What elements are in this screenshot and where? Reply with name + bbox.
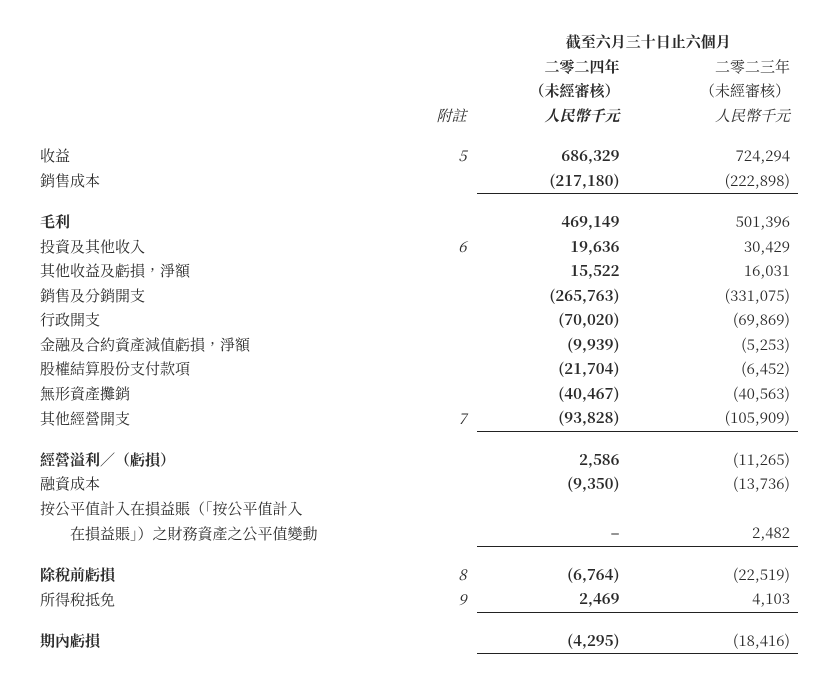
row-cur: (40,467) (477, 382, 628, 407)
row-label: 毛利 (40, 210, 411, 235)
header-row: （未經審核） （未經審核） (40, 79, 798, 104)
header-row: 附註 人民幣千元 人民幣千元 (40, 104, 798, 129)
row-prev: (6,452) (627, 357, 798, 382)
row-prev: (22,519) (627, 563, 798, 588)
row-cur: (6,764) (477, 563, 628, 588)
row-label: 經營溢利／（虧損） (40, 448, 411, 473)
table-row: 金融及合約資產減值虧損，淨額 (9,939) (5,253) (40, 333, 798, 358)
row-prev: 724,294 (627, 144, 798, 169)
table-row: 按公平值計入在損益賬（「按公平值計入 (40, 497, 798, 522)
table-row: 除稅前虧損 8 (6,764) (22,519) (40, 563, 798, 588)
row-prev: 2,482 (627, 521, 798, 546)
row-cur: – (477, 521, 628, 546)
row-cur: (93,828) (477, 406, 628, 431)
row-cur: (9,939) (477, 333, 628, 358)
row-label: 期內虧損 (40, 629, 411, 654)
hdr-year-2023: 二零二三年 (627, 55, 798, 80)
table-row: 在損益賬」）之財務資產之公平值變動 – 2,482 (40, 521, 798, 546)
row-label: 無形資產攤銷 (40, 382, 411, 407)
row-prev: (40,563) (627, 382, 798, 407)
row-label: 所得稅抵免 (40, 587, 411, 612)
row-prev: (331,075) (627, 284, 798, 309)
header-row: 二零二四年 二零二三年 (40, 55, 798, 80)
row-label: 行政開支 (40, 308, 411, 333)
table-row: 無形資產攤銷 (40,467) (40,563) (40, 382, 798, 407)
row-cur: 469,149 (477, 210, 628, 235)
row-note: 8 (411, 563, 477, 588)
row-label: 其他收益及虧損，淨額 (40, 259, 411, 284)
row-prev: (18,416) (627, 629, 798, 654)
row-cur: 15,522 (477, 259, 628, 284)
row-prev: (13,736) (627, 472, 798, 497)
header-row: 截至六月三十日止六個月 (40, 30, 798, 55)
hdr-rmb-2024: 人民幣千元 (477, 104, 628, 129)
table-row: 銷售成本 (217,180) (222,898) (40, 169, 798, 194)
table-row: 行政開支 (70,020) (69,869) (40, 308, 798, 333)
hdr-unaudited-2024: （未經審核） (477, 79, 628, 104)
row-prev: (5,253) (627, 333, 798, 358)
row-prev: 501,396 (627, 210, 798, 235)
row-prev: 4,103 (627, 587, 798, 612)
hdr-rmb-2023: 人民幣千元 (627, 104, 798, 129)
row-prev: 30,429 (627, 235, 798, 260)
row-note: 9 (411, 587, 477, 612)
period-title: 截至六月三十日止六個月 (477, 30, 798, 55)
table-row: 融資成本 (9,350) (13,736) (40, 472, 798, 497)
row-label: 按公平值計入在損益賬（「按公平值計入 (40, 497, 411, 522)
row-label: 銷售及分銷開支 (40, 284, 411, 309)
table-row: 收益 5 686,329 724,294 (40, 144, 798, 169)
table-row: 毛利 469,149 501,396 (40, 210, 798, 235)
row-cur: 2,586 (477, 448, 628, 473)
row-label: 投資及其他收入 (40, 235, 411, 260)
table-row: 投資及其他收入 6 19,636 30,429 (40, 235, 798, 260)
table-row: 銷售及分銷開支 (265,763) (331,075) (40, 284, 798, 309)
row-note (411, 169, 477, 194)
row-label: 收益 (40, 144, 411, 169)
hdr-notes: 附註 (411, 104, 477, 129)
row-label: 其他經營開支 (40, 406, 411, 431)
row-cur: (21,704) (477, 357, 628, 382)
table-row: 其他經營開支 7 (93,828) (105,909) (40, 406, 798, 431)
row-label: 在損益賬」）之財務資產之公平值變動 (40, 521, 411, 546)
row-prev: (222,898) (627, 169, 798, 194)
row-prev: (69,869) (627, 308, 798, 333)
table-row: 期內虧損 (4,295) (18,416) (40, 629, 798, 654)
row-cur: (217,180) (477, 169, 628, 194)
table-row: 其他收益及虧損，淨額 15,522 16,031 (40, 259, 798, 284)
row-label: 除稅前虧損 (40, 563, 411, 588)
row-prev: (105,909) (627, 406, 798, 431)
hdr-unaudited-2023: （未經審核） (627, 79, 798, 104)
row-cur: 686,329 (477, 144, 628, 169)
row-cur: (4,295) (477, 629, 628, 654)
row-cur: (70,020) (477, 308, 628, 333)
row-note: 7 (411, 406, 477, 431)
row-prev: 16,031 (627, 259, 798, 284)
row-cur: 19,636 (477, 235, 628, 260)
hdr-year-2024: 二零二四年 (477, 55, 628, 80)
table-row: 經營溢利／（虧損） 2,586 (11,265) (40, 448, 798, 473)
row-label: 金融及合約資產減值虧損，淨額 (40, 333, 411, 358)
row-label: 股權結算股份支付款項 (40, 357, 411, 382)
table-row: 所得稅抵免 9 2,469 4,103 (40, 587, 798, 612)
row-cur: 2,469 (477, 587, 628, 612)
row-label: 銷售成本 (40, 169, 411, 194)
table-row: 股權結算股份支付款項 (21,704) (6,452) (40, 357, 798, 382)
row-cur: (9,350) (477, 472, 628, 497)
income-statement-table: 截至六月三十日止六個月 二零二四年 二零二三年 （未經審核） （未經審核） 附註… (40, 30, 798, 654)
financial-table: 截至六月三十日止六個月 二零二四年 二零二三年 （未經審核） （未經審核） 附註… (40, 30, 798, 654)
row-note: 6 (411, 235, 477, 260)
row-cur: (265,763) (477, 284, 628, 309)
row-prev: (11,265) (627, 448, 798, 473)
row-note: 5 (411, 144, 477, 169)
row-label: 融資成本 (40, 472, 411, 497)
